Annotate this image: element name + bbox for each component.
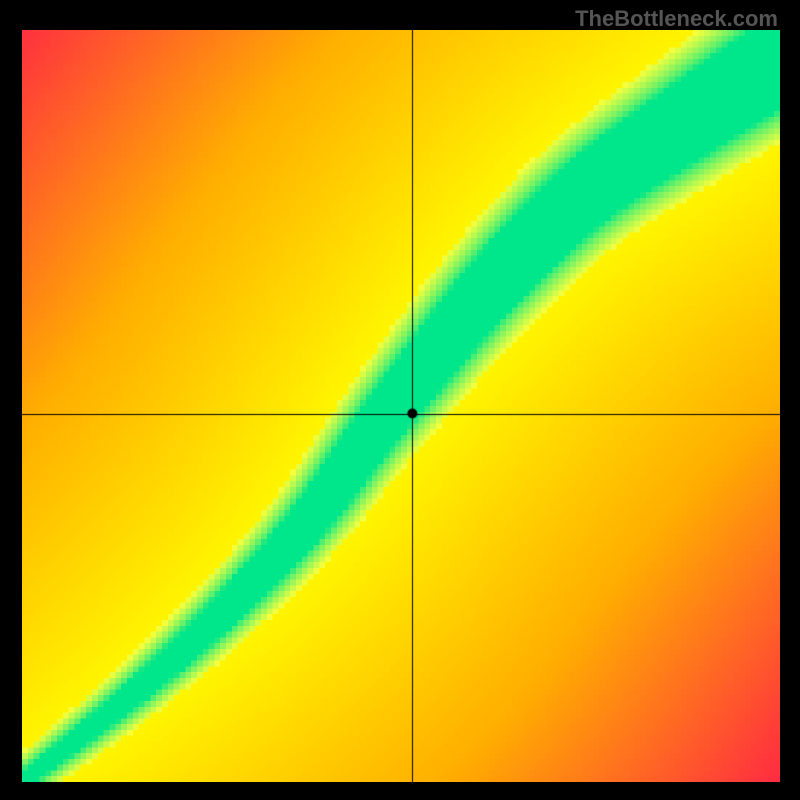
chart-container: TheBottleneck.com: [0, 0, 800, 800]
plot-frame: [22, 30, 780, 782]
heatmap-canvas: [22, 30, 780, 782]
watermark-text: TheBottleneck.com: [575, 6, 778, 32]
